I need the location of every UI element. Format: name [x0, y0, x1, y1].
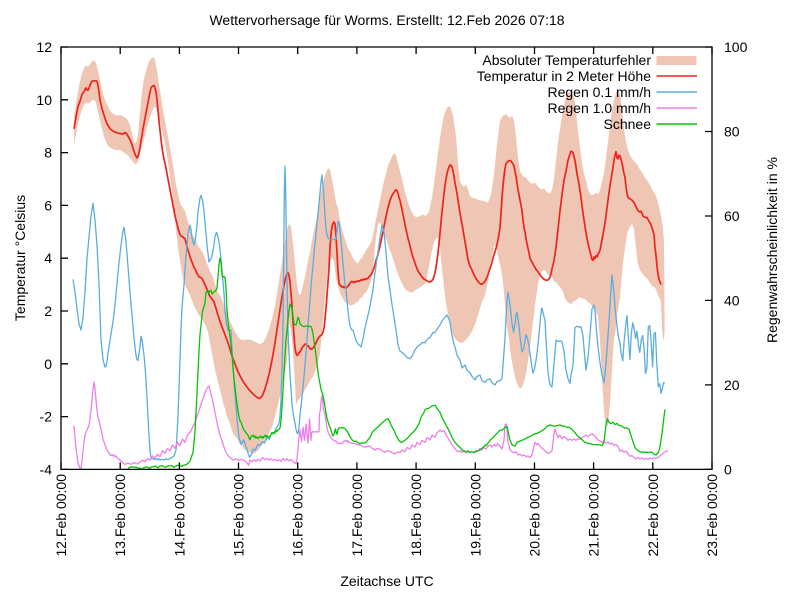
svg-text:12: 12 — [36, 39, 52, 55]
svg-text:14.Feb 00:00: 14.Feb 00:00 — [171, 474, 187, 557]
svg-text:18.Feb 00:00: 18.Feb 00:00 — [408, 474, 424, 557]
svg-text:Wettervorhersage für Worms. Er: Wettervorhersage für Worms. Erstellt: 12… — [209, 12, 564, 28]
svg-text:Schnee: Schnee — [604, 116, 652, 132]
svg-text:6: 6 — [44, 197, 52, 213]
svg-text:16.Feb 00:00: 16.Feb 00:00 — [290, 474, 306, 557]
svg-text:Regen 0.1 mm/h: Regen 0.1 mm/h — [548, 84, 652, 100]
svg-text:19.Feb 00:00: 19.Feb 00:00 — [467, 474, 483, 557]
svg-text:100: 100 — [724, 39, 748, 55]
svg-text:-2: -2 — [40, 409, 53, 425]
svg-text:23.Feb 00:00: 23.Feb 00:00 — [704, 474, 720, 557]
svg-text:21.Feb 00:00: 21.Feb 00:00 — [586, 474, 602, 557]
svg-text:8: 8 — [44, 145, 52, 161]
svg-text:22.Feb 00:00: 22.Feb 00:00 — [645, 474, 661, 557]
svg-text:-4: -4 — [40, 461, 53, 477]
svg-text:15.Feb 00:00: 15.Feb 00:00 — [231, 474, 247, 557]
svg-text:Temperatur in 2 Meter Höhe: Temperatur in 2 Meter Höhe — [477, 68, 652, 84]
svg-text:2: 2 — [44, 303, 52, 319]
svg-text:60: 60 — [724, 208, 740, 224]
svg-text:Absoluter Temperaturfehler: Absoluter Temperaturfehler — [482, 52, 651, 68]
svg-text:Regen 1.0 mm/h: Regen 1.0 mm/h — [548, 100, 652, 116]
svg-text:4: 4 — [44, 250, 52, 266]
svg-text:0: 0 — [724, 461, 732, 477]
svg-text:Temperatur °Celsius: Temperatur °Celsius — [12, 195, 28, 321]
svg-text:0: 0 — [44, 356, 52, 372]
svg-text:10: 10 — [36, 92, 52, 108]
svg-text:12.Feb 00:00: 12.Feb 00:00 — [53, 474, 69, 557]
svg-text:13.Feb 00:00: 13.Feb 00:00 — [112, 474, 128, 557]
svg-text:80: 80 — [724, 124, 740, 140]
svg-text:20.Feb 00:00: 20.Feb 00:00 — [527, 474, 543, 557]
svg-text:17.Feb 00:00: 17.Feb 00:00 — [349, 474, 365, 557]
svg-text:Regenwahrscheinlichkeit in %: Regenwahrscheinlichkeit in % — [764, 157, 780, 343]
svg-text:20: 20 — [724, 377, 740, 393]
svg-text:40: 40 — [724, 292, 740, 308]
svg-text:Zeitachse UTC: Zeitachse UTC — [340, 573, 433, 589]
